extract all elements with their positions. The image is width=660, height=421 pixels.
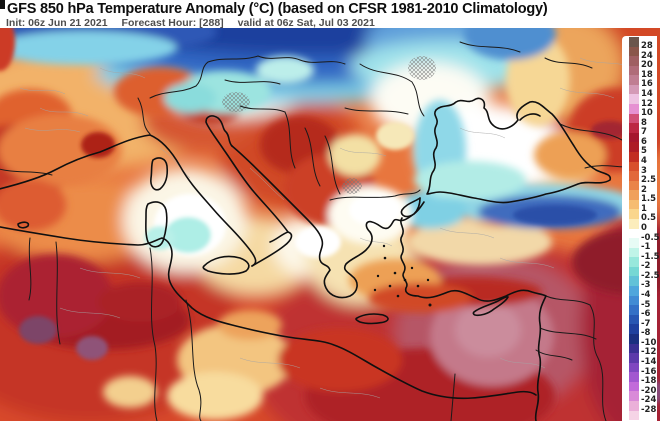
colorbar-tick-label: -1.5 — [641, 251, 660, 262]
colorbar-tick-label: 1.5 — [641, 194, 657, 205]
map-area: 28 24 20 18 16 14 12 10 8 7 6 5 4 3 2.5 2 1.5 1 0.5 0 -0.5 -1… — [0, 28, 660, 421]
colorbar-tick-label: 10 — [641, 108, 653, 119]
colorbar-swatch — [629, 362, 639, 373]
colorbar-tick-label: -8 — [641, 328, 651, 339]
colorbar-tick-label: 8 — [641, 117, 647, 128]
colorbar-tick-label: 1 — [641, 203, 647, 214]
colorbar-swatch — [629, 238, 639, 248]
colorbar-tick-label: 2 — [641, 184, 647, 195]
forecast-hour: Forecast Hour: [288] — [121, 17, 224, 29]
valid-time: valid at 06z Sat, Jul 03 2021 — [237, 17, 375, 29]
colorbar-swatch — [629, 190, 639, 200]
colorbar-swatch — [629, 94, 639, 105]
colorbar-tick-label: -18 — [641, 376, 657, 387]
anomaly-field — [0, 28, 660, 421]
colorbar-tick-label: -24 — [641, 395, 657, 406]
cropped-edge-mark — [0, 0, 5, 9]
colorbar-swatch — [629, 247, 639, 258]
colorbar-swatch — [629, 410, 639, 421]
colorbar-tick-label: -6 — [641, 309, 651, 320]
colorbar-tick-label: -16 — [641, 366, 657, 377]
colorbar-swatch — [629, 104, 639, 114]
colorbar-swatch — [629, 46, 639, 57]
colorbar-swatch — [629, 142, 639, 152]
colorbar-tick-label: -5 — [641, 299, 651, 310]
aegean-islands — [373, 244, 432, 307]
colorbar-tick-label: -2 — [641, 261, 651, 272]
colorbar-tick-label: 2.5 — [641, 175, 657, 186]
colorbar-tick-label: -7 — [641, 318, 651, 329]
colorbar-swatch — [629, 151, 639, 162]
colorbar-swatch — [629, 305, 639, 315]
country-borders — [0, 41, 646, 421]
colorbar-tick-label: 16 — [641, 79, 653, 90]
colorbar-swatch — [629, 209, 639, 219]
colorbar-swatch — [629, 180, 639, 191]
colorbar-tick-label: 7 — [641, 127, 647, 138]
colorbar-tick-label: 6 — [641, 136, 647, 147]
colorbar-swatch — [629, 113, 639, 124]
title-bar: GFS 850 hPa Temperature Anomaly (°C) (ba… — [0, 0, 660, 29]
colorbar-swatch — [629, 132, 639, 143]
colorbar-tick-label: 3 — [641, 165, 647, 176]
colorbar-tick-label: -3 — [641, 280, 651, 291]
colorbar-tick-label: 28 — [641, 41, 653, 52]
colorbar-swatch — [629, 65, 639, 76]
colorbar-tick-label: -0.5 — [641, 232, 660, 243]
colorbar-swatch-column — [629, 37, 639, 421]
colorbar-swatch — [629, 324, 639, 334]
colorbar-swatch — [629, 199, 639, 210]
colorbar-label-column: 28 24 20 18 16 14 12 10 8 7 6 5 4 3 2.5 2 1.5 1 0.5 0 -0.5 -1… — [622, 36, 660, 421]
colorbar-swatch — [629, 37, 639, 47]
colorbar-swatch — [629, 161, 639, 172]
colorbar-tick-label: 24 — [641, 50, 653, 61]
colorbar: 28 24 20 18 16 14 12 10 8 7 6 5 4 3 2.5 2 1.5 1 0.5 0 -0.5 -1… — [622, 36, 660, 421]
colorbar-swatch — [629, 171, 639, 181]
colorbar-swatch — [629, 123, 639, 133]
colorbar-swatch — [629, 257, 639, 267]
colorbar-swatch — [629, 228, 639, 239]
colorbar-swatch — [629, 381, 639, 392]
colorbar-swatch — [629, 314, 639, 325]
colorbar-tick-label: -2.5 — [641, 270, 660, 281]
colorbar-swatch — [629, 353, 639, 363]
colorbar-swatch — [629, 400, 639, 411]
colorbar-tick-label: 18 — [641, 69, 653, 80]
colorbar-tick-label: -14 — [641, 357, 657, 368]
colorbar-tick-label: 12 — [641, 98, 653, 109]
colorbar-swatch — [629, 286, 639, 296]
init-time: Init: 06z Jun 21 2021 — [6, 17, 108, 29]
colorbar-swatch — [629, 84, 639, 95]
colorbar-swatch — [629, 343, 639, 354]
colorbar-tick-label: -10 — [641, 337, 657, 348]
colorbar-tick-label: -12 — [641, 347, 657, 358]
colorbar-swatch — [629, 56, 639, 66]
colorbar-tick-label: -20 — [641, 385, 657, 396]
colorbar-swatch — [629, 218, 639, 229]
map-subtitle: Init: 06z Jun 21 2021 Forecast Hour: [288… — [6, 17, 389, 29]
colorbar-tick-label: -1 — [641, 242, 651, 253]
admin-borders — [19, 57, 635, 399]
colorbar-swatch — [629, 75, 639, 85]
colorbar-swatch — [629, 372, 639, 382]
anomaly-map-svg — [0, 28, 660, 421]
colorbar-tick-label: -4 — [641, 290, 651, 301]
map-title: GFS 850 hPa Temperature Anomaly (°C) (ba… — [7, 1, 548, 17]
colorbar-tick-label: 4 — [641, 155, 647, 166]
colorbar-swatch — [629, 295, 639, 306]
colorbar-swatch — [629, 276, 639, 287]
colorbar-tick-label: 14 — [641, 88, 653, 99]
coastlines — [0, 97, 612, 421]
colorbar-tick-label: 0.5 — [641, 213, 657, 224]
colorbar-swatch — [629, 391, 639, 401]
colorbar-tick-label: 5 — [641, 146, 647, 157]
colorbar-tick-label: 20 — [641, 60, 653, 71]
colorbar-swatch — [629, 333, 639, 344]
colorbar-tick-label: -28 — [641, 404, 657, 415]
colorbar-tick-label: 0 — [641, 223, 647, 233]
colorbar-swatch — [629, 266, 639, 277]
